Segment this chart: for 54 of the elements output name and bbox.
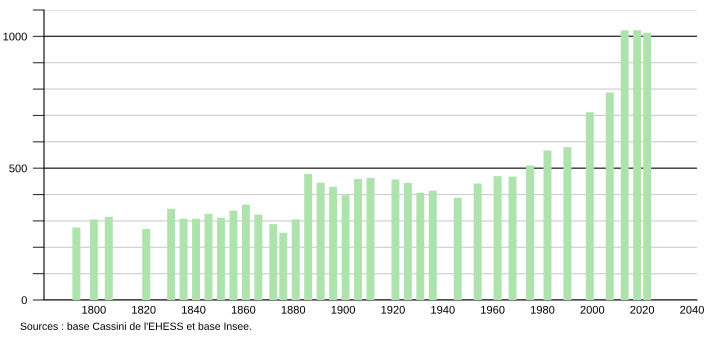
bar	[454, 198, 462, 300]
y-tick-label: 1000	[3, 32, 27, 40]
bar	[304, 174, 312, 300]
x-tick-label: 1960	[481, 306, 505, 314]
bar	[404, 182, 412, 300]
bar	[342, 195, 350, 300]
bar	[316, 182, 325, 300]
bar	[620, 30, 629, 300]
bar	[391, 180, 400, 300]
bar	[90, 219, 98, 300]
bar	[142, 228, 150, 300]
bar	[104, 216, 113, 300]
x-tick-label: 2040	[680, 306, 704, 314]
bar	[229, 210, 238, 300]
bar	[269, 224, 278, 300]
x-tick-label: 1940	[431, 306, 455, 314]
bar	[494, 176, 502, 300]
bar	[416, 192, 424, 300]
bar	[72, 228, 80, 300]
x-tick-label: 1800	[82, 306, 106, 314]
x-tick-label: 1920	[381, 306, 405, 314]
bar	[292, 219, 300, 300]
y-tick-label: 500	[9, 164, 27, 172]
x-tick-label: 2000	[580, 306, 604, 314]
bar	[366, 178, 374, 300]
bar	[167, 208, 176, 300]
y-tick-label: 0	[22, 296, 27, 304]
bar	[563, 147, 572, 300]
bar	[204, 214, 212, 300]
x-tick-label: 1840	[182, 306, 206, 314]
bar	[428, 190, 437, 300]
x-tick-label: 2020	[630, 306, 654, 314]
x-tick-label: 1880	[282, 306, 306, 314]
bar	[254, 214, 262, 300]
bar	[192, 218, 200, 300]
x-tick-label: 1860	[232, 306, 256, 314]
bar	[508, 176, 517, 300]
bar	[242, 204, 250, 300]
bar	[643, 32, 652, 300]
x-tick-label: 1820	[132, 306, 156, 314]
bar	[354, 178, 362, 300]
bar	[180, 218, 188, 300]
bar	[606, 92, 614, 300]
bar	[586, 112, 594, 300]
bar	[279, 232, 288, 300]
bar	[526, 166, 534, 300]
bar	[633, 30, 642, 300]
x-tick-label: 1900	[332, 306, 356, 314]
bar	[543, 150, 552, 300]
bar	[329, 186, 338, 300]
source-note: Sources : base Cassini de l'EHESS et base Insee.	[20, 322, 251, 330]
x-tick-label: 1980	[530, 306, 554, 314]
bar	[474, 183, 482, 300]
bar	[216, 218, 225, 300]
